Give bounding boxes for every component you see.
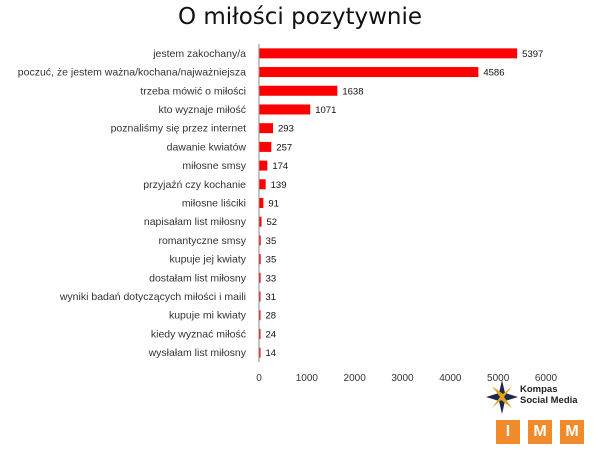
data-label: 52 — [266, 217, 277, 228]
bars — [259, 48, 518, 358]
x-tick-label: 5000 — [487, 373, 510, 384]
bar — [259, 85, 338, 96]
logo-name: Kompas Social Media — [520, 384, 600, 406]
category-labels: jestem zakochany/a poczuć, że jestem ważn… — [18, 48, 247, 359]
data-label: 257 — [276, 142, 292, 153]
bar — [259, 160, 268, 171]
category-label: kiedy wyznać miłość — [151, 328, 246, 340]
logo-letter-m1: M — [528, 420, 552, 444]
bar — [259, 291, 261, 302]
bar — [259, 198, 264, 208]
logo-name-line2: Social Media — [520, 395, 578, 406]
logo-letter-m2: M — [560, 420, 584, 444]
x-tick-label: 3000 — [391, 373, 414, 384]
category-label: wysłałam list miłosny — [148, 347, 247, 359]
bar — [259, 254, 261, 265]
category-label: dostałam list miłosny — [149, 272, 247, 284]
x-tick-label: 1000 — [296, 373, 319, 384]
data-label: 5397 — [522, 49, 543, 60]
category-label: przyjaźń czy kochanie — [143, 179, 246, 191]
bar — [259, 310, 261, 321]
bar — [259, 216, 262, 227]
data-labels: 5397 4586 1638 1071 293 257 174 139 91 52 35 35 33 31… — [266, 49, 544, 359]
data-label: 293 — [278, 124, 294, 135]
x-axis-ticks: 0 1000 2000 3000 4000 5000 6000 — [256, 373, 557, 384]
bar — [259, 123, 274, 134]
data-label: 139 — [271, 180, 287, 191]
x-tick-label: 4000 — [439, 373, 462, 384]
x-tick-label: 0 — [256, 373, 262, 384]
category-label: kto wyznaje miłość — [158, 104, 246, 116]
x-tick-label: 6000 — [535, 373, 558, 384]
bar — [259, 179, 266, 190]
bar — [259, 347, 261, 358]
data-label: 1071 — [315, 105, 336, 116]
category-label: wyniki badań dotyczących miłości i maili — [59, 291, 246, 303]
bar — [259, 272, 261, 283]
data-label: 33 — [266, 273, 277, 284]
logo-letter-i: I — [496, 420, 520, 444]
data-label: 14 — [266, 348, 277, 359]
bar — [259, 48, 518, 59]
category-label: kupuje mi kwiaty — [169, 310, 247, 322]
bar — [259, 104, 311, 115]
bar — [259, 141, 272, 152]
compass-star-icon — [486, 380, 518, 414]
kompas-logo: Kompas Social Media I M M — [486, 380, 596, 446]
category-label: dawanie kwiatów — [167, 141, 247, 153]
bar — [259, 328, 261, 339]
data-label: 91 — [268, 199, 279, 210]
data-label: 31 — [266, 292, 277, 303]
category-label: napisałam list miłosny — [144, 216, 247, 228]
category-label: jestem zakochany/a — [152, 48, 246, 60]
data-label: 35 — [266, 255, 277, 266]
chart-title: O miłości pozytywnie — [177, 4, 423, 30]
category-label: poznaliśmy się przez internet — [111, 123, 246, 135]
data-label: 24 — [266, 329, 277, 340]
data-label: 28 — [266, 311, 277, 322]
category-label: miłosne smsy — [182, 160, 246, 172]
data-label: 174 — [272, 161, 288, 172]
category-label: kupuje jej kwiaty — [170, 254, 247, 266]
logo-name-line1: Kompas — [520, 384, 558, 395]
data-label: 35 — [266, 236, 277, 247]
bar — [259, 235, 261, 246]
category-label: romantyczne smsy — [158, 235, 246, 247]
x-tick-label: 2000 — [344, 373, 367, 384]
category-label: trzeba mówić o miłości — [140, 85, 246, 97]
category-label: poczuć, że jestem ważna/kochana/najważni… — [18, 67, 246, 79]
data-label: 4586 — [483, 68, 504, 79]
bar — [259, 67, 479, 78]
data-label: 1638 — [342, 86, 363, 97]
category-label: miłosne liściki — [182, 198, 246, 210]
